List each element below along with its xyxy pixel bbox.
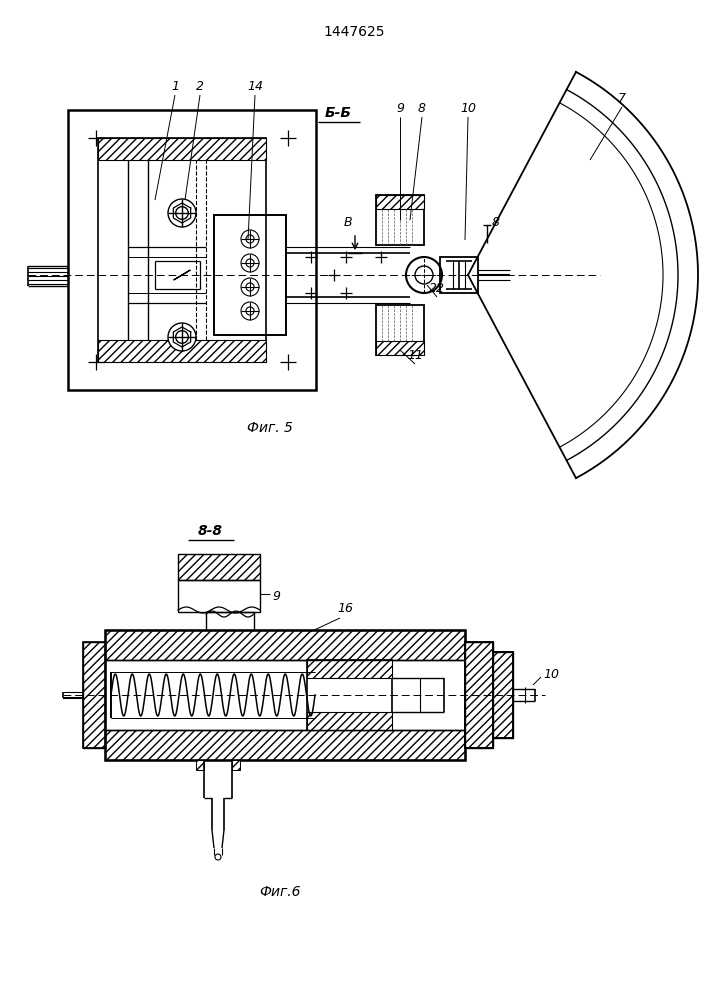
Bar — [376, 305, 424, 355]
Bar — [98, 340, 266, 362]
Circle shape — [241, 302, 259, 320]
Bar — [465, 642, 493, 748]
Circle shape — [168, 199, 196, 227]
Circle shape — [168, 323, 196, 351]
Bar — [440, 257, 478, 293]
Bar — [465, 642, 493, 748]
Text: 8: 8 — [492, 217, 500, 230]
Bar — [206, 612, 254, 642]
Bar — [68, 110, 316, 390]
Circle shape — [176, 207, 188, 219]
Text: Б-Б: Б-Б — [325, 106, 351, 120]
Circle shape — [246, 307, 254, 315]
Text: 10: 10 — [460, 102, 476, 115]
Circle shape — [241, 278, 259, 296]
Circle shape — [246, 283, 254, 291]
Text: Фиг.6: Фиг.6 — [259, 885, 300, 899]
Bar — [83, 642, 105, 748]
Text: 10: 10 — [543, 668, 559, 682]
Text: 2: 2 — [196, 80, 204, 93]
Text: 9: 9 — [396, 102, 404, 115]
Bar — [307, 660, 392, 730]
Bar — [376, 341, 424, 355]
Bar — [98, 138, 266, 362]
Bar — [105, 730, 465, 760]
Text: 9: 9 — [272, 590, 280, 603]
Circle shape — [176, 331, 188, 343]
Bar — [105, 630, 465, 660]
Bar — [307, 712, 392, 730]
Bar — [493, 652, 513, 738]
Bar — [98, 138, 266, 160]
Text: 14: 14 — [247, 80, 263, 93]
Text: 22: 22 — [429, 282, 445, 295]
Text: B: B — [344, 216, 352, 229]
Text: 1447625: 1447625 — [323, 25, 385, 39]
Circle shape — [415, 266, 433, 284]
Text: Фиг. 5: Фиг. 5 — [247, 421, 293, 435]
Circle shape — [246, 235, 254, 243]
Text: 7: 7 — [618, 92, 626, 105]
Bar — [376, 195, 424, 245]
Bar — [196, 760, 204, 770]
Circle shape — [241, 230, 259, 248]
Circle shape — [246, 259, 254, 267]
Bar — [178, 554, 260, 580]
Text: 8: 8 — [418, 102, 426, 115]
Bar — [376, 195, 424, 209]
Bar — [178, 580, 260, 612]
Bar — [493, 652, 513, 738]
Text: 1: 1 — [171, 80, 179, 93]
Bar — [232, 760, 240, 770]
Bar — [105, 630, 465, 760]
Text: 16: 16 — [337, 602, 353, 615]
Bar — [83, 642, 105, 748]
Text: 8-8: 8-8 — [197, 524, 223, 538]
Text: 11: 11 — [407, 349, 423, 362]
Bar — [307, 660, 392, 678]
Circle shape — [241, 254, 259, 272]
Circle shape — [406, 257, 442, 293]
Bar — [214, 215, 286, 335]
